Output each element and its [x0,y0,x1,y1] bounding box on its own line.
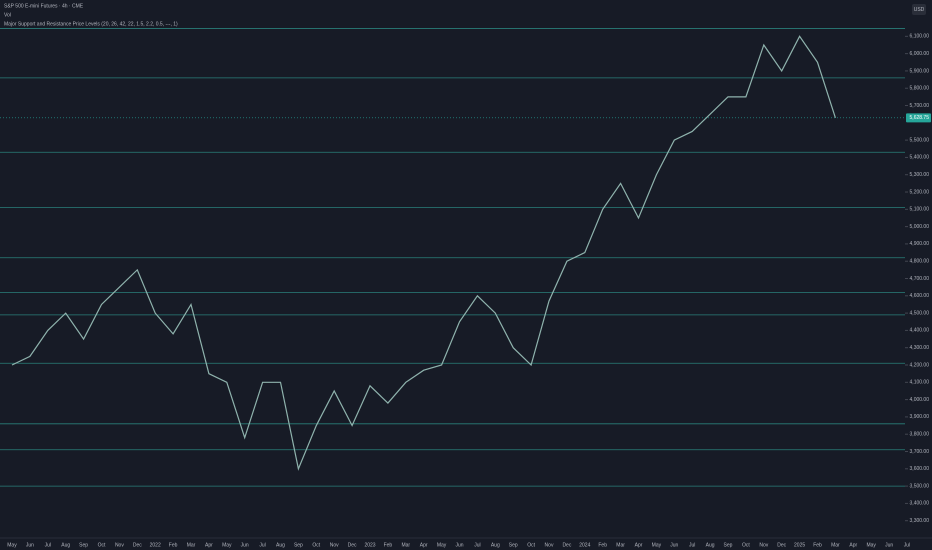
x-tick-label: Feb [813,542,822,548]
currency-box[interactable] [912,4,926,15]
x-tick-label: May [437,542,447,548]
x-tick-label: Jul [45,542,51,548]
price-tag [906,113,931,123]
x-tick-label: Jul [904,542,910,548]
x-tick-label: 2024 [579,542,590,548]
x-tick-label: Jun [241,542,249,548]
y-tick-label: 5,000.00 [910,224,930,230]
y-tick-label: 4,000.00 [910,397,930,403]
x-tick-label: Jul [259,542,265,548]
price-tag-label: 5,628.75 [910,115,930,121]
y-tick-label: 4,400.00 [910,328,930,334]
x-tick-label: Mar [616,542,625,548]
x-tick-label: Jun [455,542,463,548]
x-tick-label: May [866,542,876,548]
y-tick-label: 3,900.00 [910,414,930,420]
y-tick-label: 5,400.00 [910,155,930,161]
x-tick-label: Nov [115,542,124,548]
y-tick-label: 3,300.00 [910,518,930,524]
indicator-label: Major Support and Resistance Price Level… [4,21,178,27]
y-tick-label: 3,700.00 [910,449,930,455]
x-tick-label: Oct [98,542,106,548]
x-tick-label: Aug [491,542,500,548]
x-tick-label: Dec [562,542,571,548]
x-tick-label: Mar [401,542,410,548]
x-tick-label: 2022 [150,542,161,548]
y-tick-label: 5,200.00 [910,189,930,195]
x-tick-label: Sep [79,542,88,548]
price-line [11,35,836,471]
x-tick-label: Feb [598,542,607,548]
x-tick-label: Apr [635,542,643,548]
y-tick-label: 4,300.00 [910,345,930,351]
x-tick-label: Sep [509,542,518,548]
y-tick-label: 4,800.00 [910,259,930,265]
y-tick-label: 5,300.00 [910,172,930,178]
x-tick-label: Feb [384,542,393,548]
x-tick-label: Aug [276,542,285,548]
y-tick-label: 5,100.00 [910,207,930,213]
y-tick-label: 6,000.00 [910,51,930,57]
y-tick-label: 5,800.00 [910,86,930,92]
x-tick-label: Aug [61,542,70,548]
x-tick-label: Dec [133,542,142,548]
x-tick-label: May [652,542,662,548]
x-tick-label: Nov [330,542,339,548]
x-tick-label: Apr [849,542,857,548]
x-tick-label: Apr [420,542,428,548]
y-tick-label: 6,100.00 [910,34,930,40]
x-tick-label: Nov [759,542,768,548]
x-tick-label: Mar [831,542,840,548]
currency[interactable]: USD [914,7,925,13]
volume-label: Vol [4,12,11,18]
x-tick-label: Oct [742,542,750,548]
y-tick-label: 4,900.00 [910,241,930,247]
x-tick-label: Oct [527,542,535,548]
y-tick-label: 4,100.00 [910,380,930,386]
x-tick-label: Feb [169,542,178,548]
y-tick-label: 4,500.00 [910,310,930,316]
x-tick-label: Jun [26,542,34,548]
x-tick-label: May [7,542,17,548]
x-tick-label: Oct [312,542,320,548]
x-tick-label: Mar [187,542,196,548]
x-tick-label: Jun [670,542,678,548]
x-tick-label: Dec [777,542,786,548]
y-tick-label: 5,900.00 [910,68,930,74]
x-tick-label: 2023 [364,542,375,548]
x-tick-label: Jul [689,542,695,548]
y-tick-label: 3,500.00 [910,483,930,489]
x-tick-label: Sep [724,542,733,548]
x-tick-label: Jul [474,542,480,548]
x-tick-label: May [222,542,232,548]
y-tick-label: 5,500.00 [910,137,930,143]
x-tick-label: Aug [706,542,715,548]
chart-title: S&P 500 E-mini Futures · 4h · CME [4,3,84,9]
x-tick-label: Dec [348,542,357,548]
y-tick-label: 4,200.00 [910,362,930,368]
y-tick-label: 3,800.00 [910,432,930,438]
y-tick-label: 4,700.00 [910,276,930,282]
x-tick-label: Nov [545,542,554,548]
x-tick-label: Sep [294,542,303,548]
x-tick-label: 2025 [794,542,805,548]
x-tick-label: Jun [885,542,893,548]
y-tick-label: 3,400.00 [910,501,930,507]
y-tick-label: 3,600.00 [910,466,930,472]
y-tick-label: 5,700.00 [910,103,930,109]
y-tick-label: 4,600.00 [910,293,930,299]
x-tick-label: Apr [205,542,213,548]
